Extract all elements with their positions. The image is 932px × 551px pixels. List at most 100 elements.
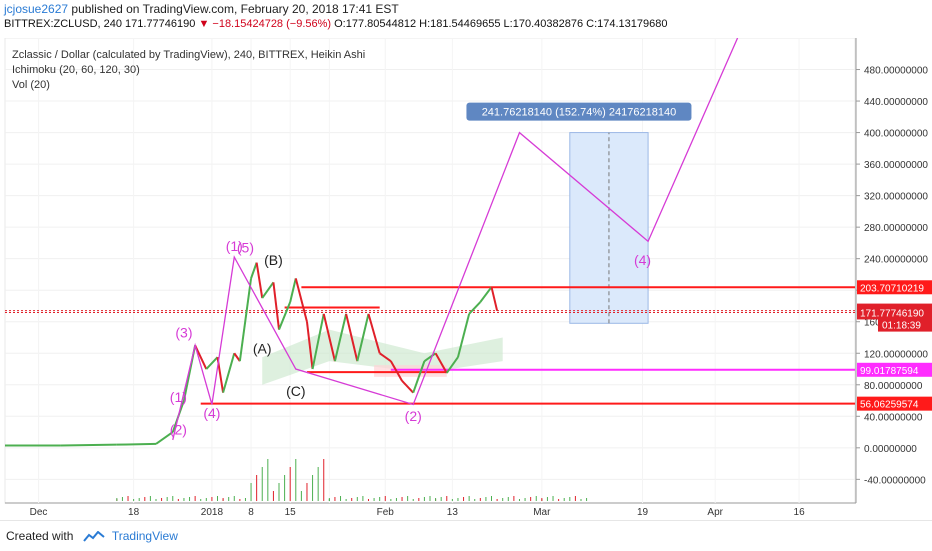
level-label: 171.77746190 (860, 308, 924, 319)
price-segment (311, 313, 325, 370)
author-link[interactable]: jcjosue2627 (4, 2, 69, 16)
x-tick-label: 2018 (201, 507, 224, 518)
wave-label: (B) (264, 252, 283, 268)
publish-line: jcjosue2627 published on TradingView.com… (4, 2, 399, 16)
ohlc-values: O:177.80544812 H:181.54469655 L:170.4038… (334, 18, 668, 30)
x-tick-label: Dec (30, 507, 48, 518)
wave-label: (5) (237, 239, 254, 255)
price-segment (155, 431, 174, 445)
price-segment (255, 262, 264, 299)
publish-info: published on TradingView.com, February 2… (71, 2, 399, 16)
symbol-price: BITTREX:ZCLUSD, 240 171.77746190 (4, 18, 196, 30)
y-tick-label: 320.00000000 (864, 192, 928, 203)
price-segment (389, 360, 403, 382)
price-segment (434, 352, 448, 374)
price-segment (238, 278, 253, 362)
x-tick-label: 19 (637, 507, 649, 518)
price-segment (345, 313, 359, 362)
price-segment (423, 352, 437, 362)
legend-ichimoku[interactable]: Ichimoku (20, 60, 120, 30) (12, 64, 140, 76)
price-segment (490, 286, 499, 311)
chart-header: jcjosue2627 published on TradingView.com… (0, 0, 932, 36)
price-segment (379, 352, 392, 362)
wave-label: (4) (634, 252, 651, 268)
wave-label: (1) (226, 238, 243, 254)
price-segment (261, 281, 275, 299)
price-segment (194, 344, 208, 370)
chart-legend: Zclassic / Dollar (calculated by Trading… (12, 48, 365, 93)
price-segment (60, 443, 117, 447)
price-segment (294, 278, 308, 322)
countdown-label: 01:18:39 (882, 321, 921, 332)
x-tick-label: Feb (377, 507, 395, 518)
ichimoku-cloud (262, 329, 503, 385)
x-tick-label: 15 (285, 507, 297, 518)
level-label-bg (857, 396, 932, 411)
footer: Created with TradingView (0, 520, 932, 551)
level-label: 203.70710219 (860, 283, 924, 294)
price-segment (412, 360, 426, 393)
wave-label: (C) (286, 383, 305, 399)
price-segment (305, 321, 314, 370)
price-segment (116, 442, 157, 446)
price-segment (401, 380, 414, 394)
projection-label-bg (466, 102, 692, 121)
tradingview-logo-icon (82, 530, 105, 542)
y-tick-label: 480.00000000 (864, 66, 928, 77)
price-change: ▼ −18.15424728 (−9.56%) (198, 18, 332, 30)
y-tick-label: 80.00000000 (864, 381, 923, 392)
price-segment (205, 356, 219, 370)
price-segment (479, 286, 493, 303)
plot-frame (4, 38, 856, 504)
price-chart[interactable]: -40.00000000 0.00000000 40.00000000 80.0000… (0, 38, 932, 518)
created-with-label: Created with (6, 529, 74, 543)
price-segment (289, 278, 297, 303)
price-segment (445, 356, 459, 374)
x-tick-label: Mar (533, 507, 551, 518)
price-segment (356, 313, 370, 362)
price-segment (456, 313, 471, 358)
x-tick-label: Apr (707, 507, 723, 518)
symbol-quote-line: BITTREX:ZCLUSD, 240 171.77746190 ▼ −18.1… (4, 18, 667, 30)
y-tick-label: 440.00000000 (864, 97, 928, 108)
footer-credit: Created with TradingView (6, 529, 178, 543)
wave-label: (2) (405, 408, 422, 424)
y-tick-label: 400.00000000 (864, 129, 928, 140)
price-segment (278, 301, 292, 330)
wave-label: (A) (253, 340, 272, 356)
countdown-bg (878, 317, 932, 332)
tradingview-brand[interactable]: TradingView (111, 529, 178, 543)
legend-title: Zclassic / Dollar (calculated by Trading… (12, 49, 366, 61)
x-tick-label: 13 (447, 507, 459, 518)
ichimoku-cloud-red (374, 365, 447, 377)
y-tick-label: 0.00000000 (864, 444, 917, 455)
price-segment (367, 313, 381, 354)
price-segment (272, 282, 281, 330)
level-label: 99.01787594 (860, 366, 919, 377)
level-label: 56.06259574 (860, 400, 919, 411)
level-label-bg (857, 362, 932, 377)
legend-volume[interactable]: Vol (20) (12, 79, 50, 91)
wave-label: (3) (175, 324, 192, 340)
wave-label: (2) (170, 421, 187, 437)
y-tick-label: 360.00000000 (864, 160, 928, 171)
projection-label: 241.76218140 (152.74%) 24176218140 (482, 107, 677, 119)
level-label-bg (857, 280, 932, 295)
x-tick-label: 16 (794, 507, 806, 518)
wave-path (172, 38, 739, 441)
price-segment (333, 313, 348, 362)
y-tick-label: 120.00000000 (864, 349, 928, 360)
y-tick-label: 280.00000000 (864, 223, 928, 234)
price-segment (233, 352, 241, 362)
y-tick-label: 40.00000000 (864, 412, 923, 423)
y-tick-label: 240.00000000 (864, 255, 928, 266)
level-label-bg (857, 305, 932, 320)
wave-label: (4) (203, 405, 220, 421)
price-segment (322, 313, 336, 362)
wave-label: (1) (170, 389, 187, 405)
chart-area[interactable]: -40.00000000 0.00000000 40.00000000 80.0000… (0, 38, 932, 518)
x-tick-label: 8 (248, 507, 254, 518)
price-segment (222, 352, 236, 393)
y-tick-label: -40.00000000 (864, 475, 926, 486)
price-segment (250, 262, 258, 279)
